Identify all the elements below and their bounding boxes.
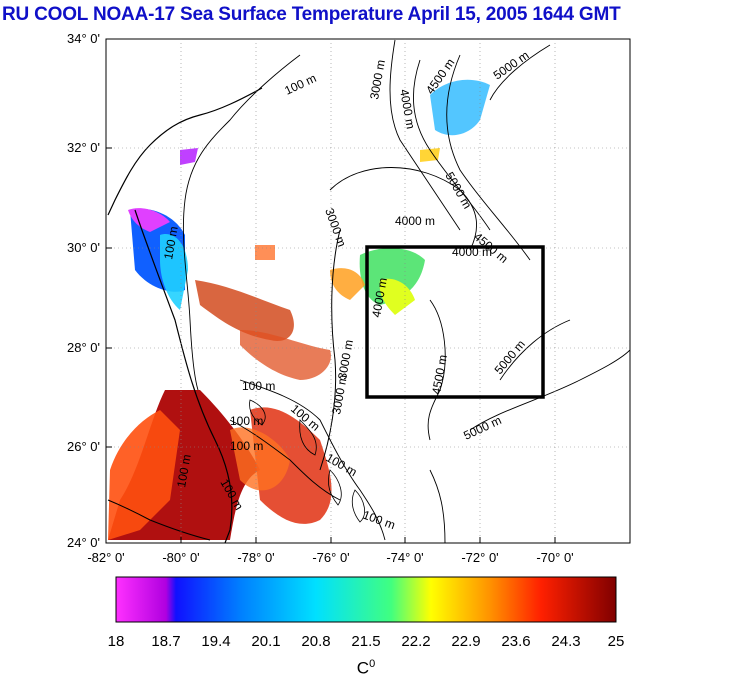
colorbar-tick: 23.6: [501, 633, 531, 650]
contour-label: 4000 m: [395, 214, 435, 228]
contour-label: 4500 m: [429, 354, 450, 396]
isobath-4500m-a: [446, 54, 531, 261]
colorbar-unit-sup: 0: [369, 658, 376, 670]
contour-label: 100 m: [242, 379, 275, 393]
lon-label: -70° 0': [536, 550, 574, 565]
study-area-box: [365, 245, 545, 399]
isobath-5000m-b: [469, 349, 630, 431]
sst-patches: [108, 79, 490, 540]
isobath-bahamas: [239, 379, 386, 541]
lon-label: -80° 0': [162, 550, 200, 565]
sst-patch-yellow-box: [379, 278, 415, 315]
lon-label: -72° 0': [461, 550, 499, 565]
lon-label: -78° 0': [237, 550, 275, 565]
colorbar-tick: 25: [607, 633, 625, 650]
contour-label: 3000 m: [335, 339, 356, 381]
sst-patch-north-cyan: [430, 79, 490, 136]
sst-patch-gulfstream: [195, 280, 294, 341]
sst-patch-central: [240, 330, 331, 380]
sst-patch-magenta: [128, 208, 170, 232]
colorbar-tick: 20.1: [251, 633, 281, 650]
axis-ticks: [106, 147, 556, 543]
isobath-3000m-a: [389, 39, 461, 231]
lat-label: 30° 0': [67, 240, 100, 255]
isobath-ring: [329, 167, 477, 251]
lat-label: 26° 0': [67, 439, 100, 454]
colorbar-tick: 18: [107, 633, 125, 650]
contour-label: 3000 m: [329, 374, 350, 416]
contour-label: 3000 m: [367, 59, 388, 101]
isobath-4000m-a: [412, 59, 491, 231]
colorbar-tick: 18.7: [151, 633, 181, 650]
coastline-us: [107, 87, 263, 216]
contour-label: 4000 m: [452, 245, 492, 259]
colorbar-tick: 24.3: [551, 633, 581, 650]
sst-patch-bahamas: [250, 407, 332, 524]
lat-label: 24° 0': [67, 535, 100, 550]
lon-label: -74° 0': [386, 550, 424, 565]
isobath-inner-deep: [427, 299, 446, 441]
lat-label: 32° 0': [67, 140, 100, 155]
sst-patch-bahamas-light: [230, 427, 290, 491]
sst-patch-orange-mid: [330, 268, 365, 300]
colorbar-tick: 20.8: [301, 633, 331, 650]
contour-label: 4000 m: [369, 277, 390, 319]
colorbar-gradient: [115, 576, 617, 623]
isobath-south: [429, 469, 446, 543]
lat-label: 34° 0': [67, 31, 100, 46]
coastline-florida: [134, 209, 233, 543]
colorbar-tick: 19.4: [201, 633, 231, 650]
coastline-florida-west: [107, 499, 211, 541]
colorbar-tick: 22.9: [451, 633, 481, 650]
map-title: RU COOL NOAA-17 Sea Surface Temperature …: [2, 4, 621, 25]
sst-patch-small-1: [255, 245, 275, 260]
isobath-bahamas-2: [229, 419, 341, 501]
isobath-5000m-a: [489, 44, 551, 101]
contour-label: 100 m: [174, 453, 194, 488]
colorbar-unit-letter: C: [356, 658, 370, 678]
colorbar-tick: 22.2: [401, 633, 431, 650]
lon-label: -76° 0': [312, 550, 350, 565]
contour-label: 100 m: [230, 439, 263, 453]
isobath-blake: [319, 229, 341, 471]
bahamas-islands: [249, 399, 365, 523]
isobath-100m: [182, 54, 301, 391]
contour-label: 100 m: [161, 225, 181, 260]
colorbar-tick: 21.5: [351, 633, 381, 650]
colorbar-unit: C0: [346, 658, 386, 679]
contour-label: 4000 m: [397, 88, 418, 130]
sst-patch-small-3: [420, 148, 440, 162]
lon-label: -82° 0': [87, 550, 125, 565]
sst-patch-small-2: [180, 148, 198, 165]
contour-label: 100 m: [230, 414, 263, 428]
isobath-5000m-c: [499, 319, 571, 381]
lat-label: 28° 0': [67, 340, 100, 355]
